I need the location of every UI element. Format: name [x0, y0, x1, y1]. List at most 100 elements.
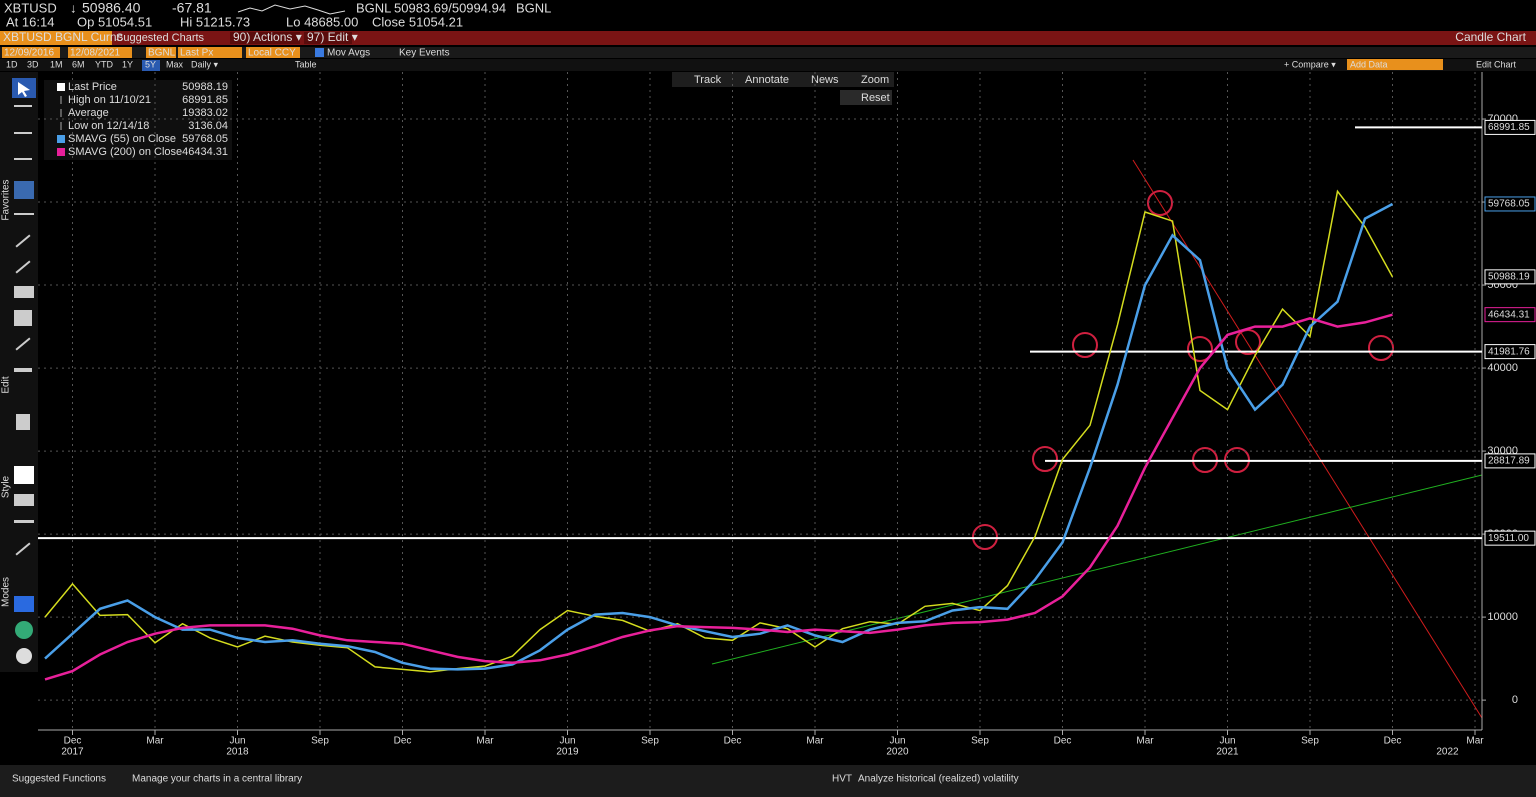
price-line [44, 189, 1394, 673]
settings-field[interactable] [178, 47, 242, 58]
legend-value: 50988.19 [182, 81, 228, 93]
settings-item: Local CCY [248, 48, 296, 59]
period-button[interactable]: Max [166, 59, 184, 69]
quote-field: Close 51054.21 [372, 14, 463, 29]
x-tick-label: Dec [724, 736, 742, 747]
security-box [0, 31, 112, 45]
legend-label: Average [68, 107, 109, 119]
toolbar-item[interactable]: Edit Chart [1476, 59, 1517, 69]
chart-toolbar [672, 72, 894, 87]
x-tick-label: Jun [1219, 736, 1235, 747]
period-selected [142, 60, 160, 71]
period-button[interactable]: 1Y [122, 59, 133, 69]
toolbar-item[interactable]: + Compare ▾ [1284, 59, 1336, 69]
down-arrow: ↓ [70, 0, 77, 15]
year-label: 2018 [226, 747, 249, 758]
price-tag [1484, 269, 1536, 285]
period-button[interactable]: 5Y [145, 59, 156, 69]
x-tick-label: Dec [394, 736, 412, 747]
side-icons [12, 78, 36, 664]
settings-field[interactable] [146, 47, 176, 58]
period-button[interactable]: 6M [72, 59, 85, 69]
x-tick-label: Mar [476, 736, 494, 747]
settings-field[interactable] [68, 47, 132, 58]
annotations [711, 159, 1483, 719]
settings-field[interactable] [246, 47, 300, 58]
moving-average [44, 313, 1393, 681]
period-button[interactable]: Daily ▾ [191, 59, 219, 69]
quote-field: At 16:14 [6, 14, 54, 29]
settings-item: 12/08/2021 [70, 48, 120, 59]
settings-bar [0, 47, 1536, 58]
quote-field: Lo 48685.00 [286, 14, 358, 29]
year-label: 2019 [556, 747, 579, 758]
y-tick-label: 0 [1512, 694, 1518, 706]
legend-label: SMAVG (55) on Close [68, 133, 176, 145]
chart-type: Candle Chart [1455, 30, 1526, 44]
x-tick-label: Dec [64, 736, 82, 747]
legend-swatch [57, 148, 65, 156]
side-label: Style [1, 475, 12, 498]
year-label: 2022 [1436, 747, 1459, 758]
title-bar [0, 31, 1536, 45]
trend-line [711, 474, 1483, 665]
legend-swatch [57, 135, 65, 143]
footer-item[interactable]: HVT [832, 774, 852, 785]
price-tag-label: 59768.05 [1488, 199, 1530, 210]
period-button[interactable]: 1M [50, 59, 63, 69]
chart-tool[interactable]: News [811, 74, 839, 86]
period-button[interactable]: 1D [6, 59, 18, 69]
x-tick-label: Mar [1136, 736, 1154, 747]
x-tick-label: Sep [971, 736, 989, 747]
period-button[interactable]: YTD [95, 59, 114, 69]
add-data-box[interactable] [1347, 59, 1443, 70]
x-tick-label: Jun [889, 736, 905, 747]
source: BGNL [356, 0, 391, 15]
period-button[interactable]: Table [295, 59, 317, 69]
x-tick-label: Jun [229, 736, 245, 747]
security: XBTUSD BGNL Curnc [3, 30, 123, 44]
footer-bar [0, 765, 1536, 797]
level-label: 19511.00 [1488, 533, 1529, 544]
checkbox [315, 48, 324, 57]
x-tick-label: Sep [641, 736, 659, 747]
level-tag [1484, 344, 1536, 360]
symbol: XBTUSD [4, 0, 57, 15]
price-tag-label: 46434.31 [1488, 309, 1530, 320]
year-label: 2017 [61, 747, 84, 758]
chart-tool[interactable]: Zoom [861, 74, 889, 86]
legend-label: Low on 12/14/18 [68, 120, 149, 132]
reset-button[interactable] [840, 90, 892, 105]
settings-field[interactable] [2, 47, 60, 58]
quote-field: Op 51054.51 [77, 14, 152, 29]
price-tag-label: 50988.19 [1488, 271, 1530, 282]
chart-tool[interactable]: Track [694, 74, 722, 86]
settings-item: Key Events [399, 48, 450, 59]
net-change: -67.81 [172, 0, 212, 16]
actions-button[interactable] [230, 32, 300, 44]
edit-button[interactable] [304, 32, 352, 44]
x-tick-label: Mar [146, 736, 164, 747]
period-bar [0, 59, 1536, 71]
chart-tool[interactable]: Annotate [745, 74, 789, 86]
sparkline [237, 4, 346, 15]
chart-tool[interactable]: Reset [861, 92, 890, 104]
toolbar-item[interactable]: Add Data [1350, 59, 1388, 69]
period-button[interactable]: 3D [27, 59, 39, 69]
bid-ask: 50983.69/50994.94 [394, 0, 506, 15]
year-label: 2020 [886, 747, 909, 758]
year-label: 2021 [1216, 747, 1239, 758]
legend-value: 3136.04 [188, 120, 228, 132]
x-tick-label: Dec [1384, 736, 1402, 747]
legend-value: 19383.02 [182, 107, 228, 119]
price-tag [1484, 307, 1536, 323]
settings-item: 12/09/2016 [4, 48, 54, 59]
footer-item[interactable]: Suggested Functions [12, 774, 106, 785]
side-label: Favorites [1, 179, 12, 220]
last-price: 50986.40 [82, 0, 141, 16]
x-tick-label: Sep [311, 736, 329, 747]
source: BGNL [516, 0, 551, 15]
level-tag [1484, 453, 1536, 469]
